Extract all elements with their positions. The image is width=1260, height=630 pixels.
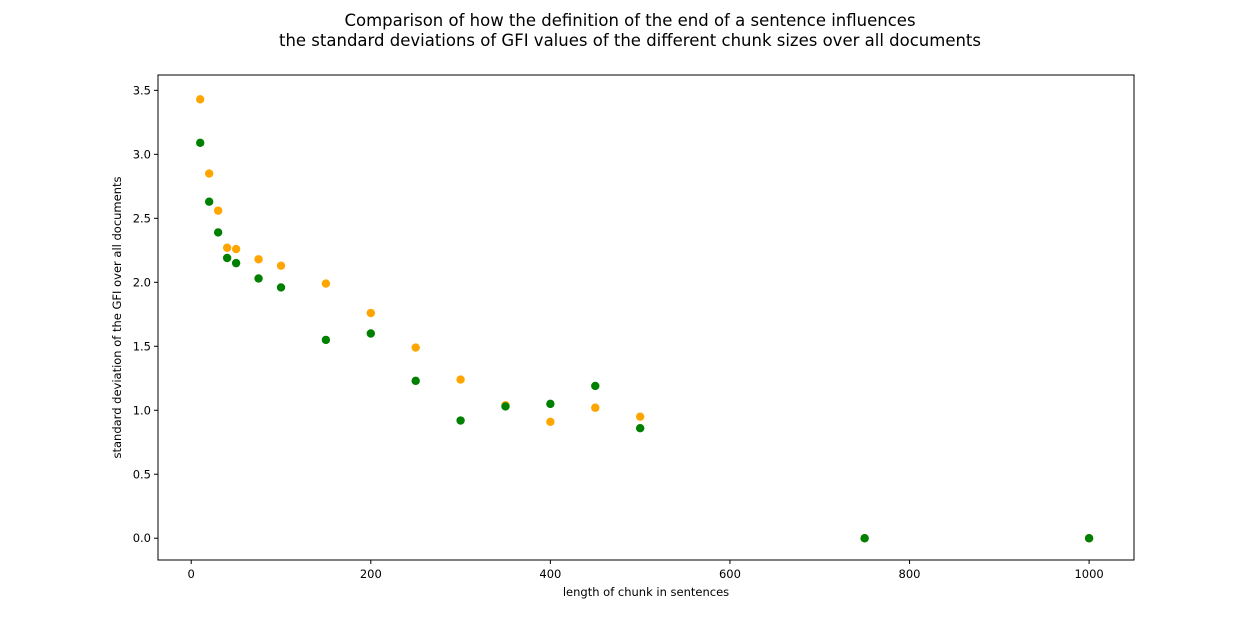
y-tick-label: 2.5 (133, 211, 151, 225)
series-1-point-6 (254, 255, 263, 264)
series-2-point-3 (213, 228, 223, 237)
y-tick-label: 1.0 (133, 403, 151, 417)
series-2-point-14 (591, 381, 600, 391)
series-2-point-9 (366, 329, 375, 338)
series-1-point-15 (635, 412, 645, 421)
series-2-point-11 (456, 416, 465, 425)
y-tick-label: 2.0 (133, 275, 151, 289)
series-1-point-5 (231, 244, 241, 254)
series-1-point-10 (411, 343, 420, 352)
y-tick-label: 0.5 (133, 467, 151, 481)
y-tick-label: 3.0 (133, 147, 151, 161)
y-tick-label: 0.0 (133, 531, 151, 545)
series-1-point-8 (321, 279, 331, 288)
x-axis-ticks: 0 200 400 600 800 1000 (188, 560, 1104, 581)
x-tick-label: 400 (539, 567, 561, 581)
x-tick-label: 600 (719, 567, 741, 581)
series-1-point-2 (204, 169, 214, 178)
series-2-point-4 (222, 253, 232, 263)
series-2-point-6 (254, 274, 263, 283)
y-axis-label: standard deviation of the GFI over all d… (110, 176, 124, 458)
series-1-point-7 (276, 261, 286, 270)
plot-frame (157, 74, 1135, 561)
y-tick-label: 1.5 (133, 339, 151, 353)
series-1-point-14 (591, 403, 600, 412)
series-2-point-2 (204, 197, 214, 206)
series-2-point-10 (411, 376, 420, 386)
series-2-point-15 (635, 423, 645, 433)
series-2-point-1 (196, 138, 205, 148)
series-2-point-16 (860, 534, 869, 543)
series-1-point-1 (196, 95, 205, 104)
series-1-point-9 (366, 308, 375, 318)
series-2-point-7 (276, 283, 286, 292)
x-axis-label: length of chunk in sentences (563, 585, 729, 599)
x-tick-label: 800 (899, 567, 921, 581)
x-tick-label: 1000 (1074, 567, 1103, 581)
y-tick-label: 3.5 (133, 83, 151, 97)
series-2-point-5 (231, 258, 241, 268)
series-2-point-12 (501, 402, 510, 411)
data-points (196, 95, 1094, 543)
series-1-point-4 (222, 243, 232, 252)
series-1-point-11 (456, 375, 465, 384)
series-2-point-13 (546, 399, 555, 409)
series-2-point-8 (321, 335, 331, 345)
y-axis-ticks: 0.0 0.5 1.0 1.5 2.0 2.5 3.0 3.5 (133, 83, 158, 545)
chart-title-line-1: Comparison of how the definition of the … (344, 11, 915, 30)
x-tick-label: 0 (188, 567, 195, 581)
series-1-point-13 (546, 417, 555, 426)
x-tick-label: 200 (360, 567, 382, 581)
series-2-point-17 (1084, 534, 1094, 543)
chart-title-line-2: the standard deviations of GFI values of… (279, 31, 981, 50)
series-1-point-3 (213, 206, 223, 215)
